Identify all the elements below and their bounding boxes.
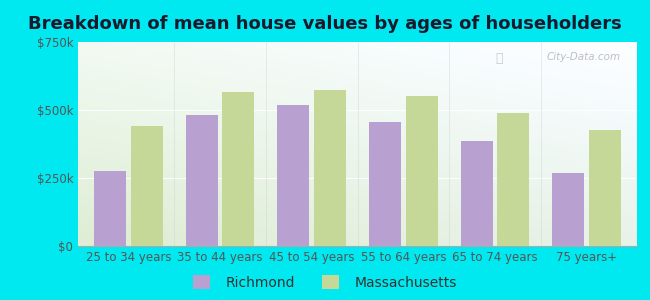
Bar <box>406 96 437 246</box>
Bar <box>369 122 401 246</box>
Bar <box>461 141 493 246</box>
Text: Breakdown of mean house values by ages of householders: Breakdown of mean house values by ages o… <box>28 15 622 33</box>
Bar <box>94 171 126 246</box>
Text: City-Data.com: City-Data.com <box>546 52 620 62</box>
Bar <box>278 105 309 246</box>
Bar <box>552 172 584 246</box>
Bar <box>222 92 254 246</box>
Legend: Richmond, Massachusetts: Richmond, Massachusetts <box>193 276 457 290</box>
Bar <box>131 126 162 246</box>
Text: ⓘ: ⓘ <box>495 52 503 65</box>
Bar <box>497 113 529 246</box>
Bar <box>186 116 218 246</box>
Bar <box>314 90 346 246</box>
Bar <box>589 130 621 246</box>
